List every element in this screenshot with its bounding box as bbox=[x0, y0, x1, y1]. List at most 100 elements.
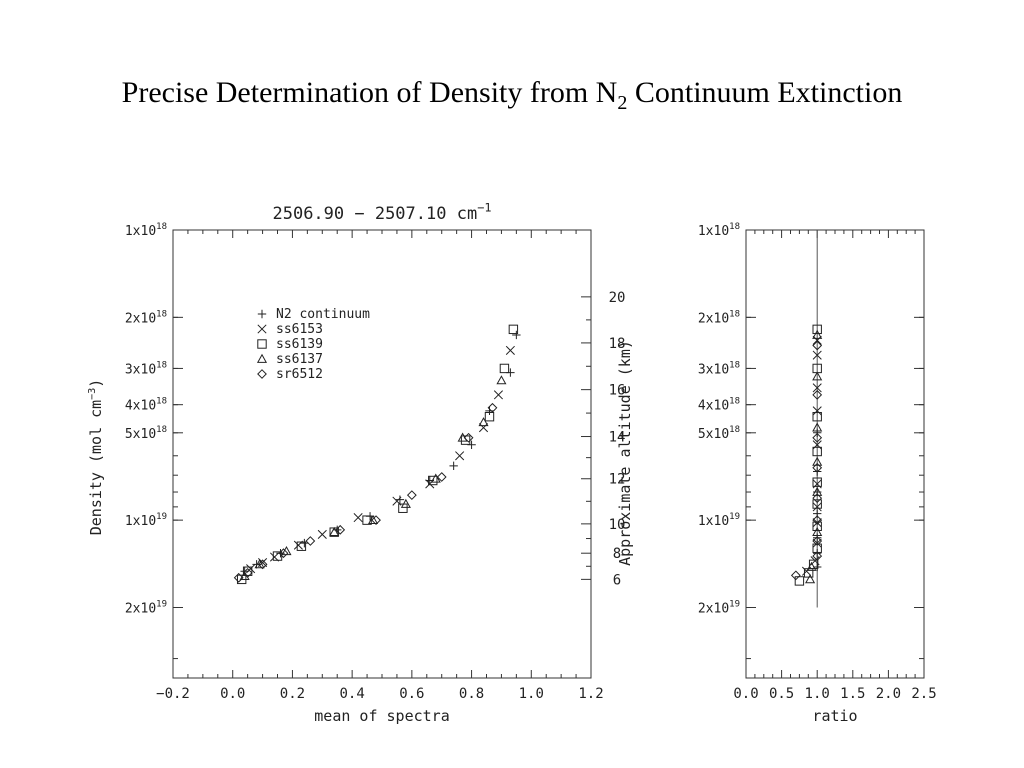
data-point bbox=[812, 324, 822, 335]
y-tick-label: 1x1019 bbox=[698, 512, 740, 529]
data-point bbox=[812, 551, 823, 561]
data-point bbox=[812, 493, 823, 504]
data-point bbox=[812, 462, 823, 473]
legend-marker bbox=[257, 324, 267, 334]
data-point bbox=[278, 548, 289, 559]
data-point bbox=[812, 383, 822, 393]
data-point bbox=[371, 515, 381, 526]
data-point bbox=[400, 498, 411, 508]
y-tick-label: 2x1019 bbox=[125, 599, 167, 616]
data-point bbox=[246, 564, 256, 574]
legend-label: ss6153 bbox=[276, 322, 323, 337]
data-point bbox=[254, 559, 265, 569]
data-point bbox=[329, 526, 340, 537]
data-point bbox=[478, 423, 489, 433]
y-tick-label: 3x1018 bbox=[698, 360, 740, 377]
data-point bbox=[812, 335, 822, 345]
data-point bbox=[812, 340, 823, 351]
data-point bbox=[806, 561, 817, 571]
data-point bbox=[812, 499, 822, 509]
x-tick-label: 0.0 bbox=[733, 686, 758, 702]
y-tick-label: 5x1018 bbox=[125, 425, 167, 442]
data-point bbox=[812, 411, 822, 422]
data-point bbox=[812, 486, 823, 496]
data-point bbox=[335, 524, 346, 535]
x-tick-label: 0.5 bbox=[769, 686, 794, 702]
data-point bbox=[812, 406, 822, 416]
data-point bbox=[463, 432, 474, 443]
title-main: Precise Determination of Density from N bbox=[121, 76, 618, 109]
y2-tick-label: 18 bbox=[609, 336, 626, 352]
data-point bbox=[455, 451, 465, 461]
data-point bbox=[478, 417, 489, 427]
data-point bbox=[353, 513, 363, 523]
data-point bbox=[813, 428, 822, 438]
data-point bbox=[812, 536, 823, 546]
y2-tick-label: 10 bbox=[609, 517, 626, 533]
series-ss6137 bbox=[805, 329, 823, 584]
x-tick-label: −0.2 bbox=[156, 686, 190, 702]
y-tick-label: 1x1019 bbox=[125, 512, 167, 529]
data-point bbox=[296, 541, 307, 551]
plot-frame bbox=[172, 229, 592, 679]
data-point bbox=[242, 566, 253, 576]
title-tail: Continuum Extinction bbox=[627, 76, 903, 109]
data-point bbox=[305, 536, 316, 546]
chart-panel-2: 0.0 0.5 1.0 1.5 2.0 2.5 1x1018 2x1018 3x1018 4x10… bbox=[698, 222, 937, 725]
data-point bbox=[252, 560, 261, 569]
data-point bbox=[813, 533, 822, 542]
x-axis-label: mean of spectra bbox=[314, 707, 449, 725]
data-point bbox=[808, 559, 819, 570]
data-point bbox=[398, 503, 408, 513]
data-point bbox=[812, 526, 823, 537]
legend-label: ss6139 bbox=[276, 337, 323, 352]
data-point bbox=[812, 389, 823, 400]
data-point bbox=[257, 559, 268, 570]
x-tick-label: 1.0 bbox=[805, 686, 830, 702]
data-point bbox=[505, 345, 515, 355]
data-point bbox=[406, 490, 417, 501]
slide-title: Precise Determination of Density from N2… bbox=[0, 76, 1024, 115]
plot-frame bbox=[745, 229, 925, 679]
data-point bbox=[300, 538, 309, 548]
y-tick-label: 1x1018 bbox=[698, 222, 740, 239]
x-tick-label: 0.4 bbox=[339, 686, 364, 702]
x-tick-label: 1.0 bbox=[519, 686, 544, 702]
y-tick-label: 2x1018 bbox=[698, 309, 740, 326]
y2-tick-label: 16 bbox=[609, 383, 626, 399]
data-point bbox=[812, 521, 822, 531]
legend-marker bbox=[257, 309, 267, 319]
data-point bbox=[812, 456, 823, 466]
data-point bbox=[499, 363, 510, 374]
legend-label: N2 continuum bbox=[276, 307, 370, 322]
data-point bbox=[508, 324, 519, 335]
data-point bbox=[485, 406, 494, 416]
x-axis-label: ratio bbox=[812, 707, 857, 725]
y-tick-label: 2x1018 bbox=[125, 309, 167, 326]
data-point bbox=[367, 514, 379, 525]
data-point bbox=[428, 475, 438, 486]
data-point bbox=[812, 538, 822, 548]
data-point bbox=[457, 432, 468, 442]
data-point bbox=[812, 432, 823, 443]
x-tick-label: 0.6 bbox=[399, 686, 424, 702]
chart-panel-1: −0.2 0.0 0.2 0.4 0.6 0.8 1.0 1.2 1x1018 2x1018 3x1… bbox=[125, 222, 626, 725]
legend-label: sr6512 bbox=[276, 367, 323, 382]
data-point bbox=[805, 574, 816, 584]
data-point bbox=[812, 518, 822, 528]
data-point bbox=[813, 549, 822, 558]
data-point bbox=[794, 576, 805, 586]
legend-marker bbox=[257, 369, 267, 379]
y2-tick-label: 8 bbox=[613, 546, 621, 562]
legend-label: ss6137 bbox=[276, 352, 323, 367]
data-point bbox=[790, 570, 801, 581]
x-tick-label: 2.5 bbox=[911, 686, 936, 702]
title-subscript: 2 bbox=[617, 92, 628, 114]
x-tick-label: 0.8 bbox=[459, 686, 484, 702]
y-axis-label: Density (mol cm−3) bbox=[87, 379, 105, 536]
data-point bbox=[430, 473, 441, 483]
data-point bbox=[812, 371, 823, 381]
data-point bbox=[812, 422, 823, 432]
